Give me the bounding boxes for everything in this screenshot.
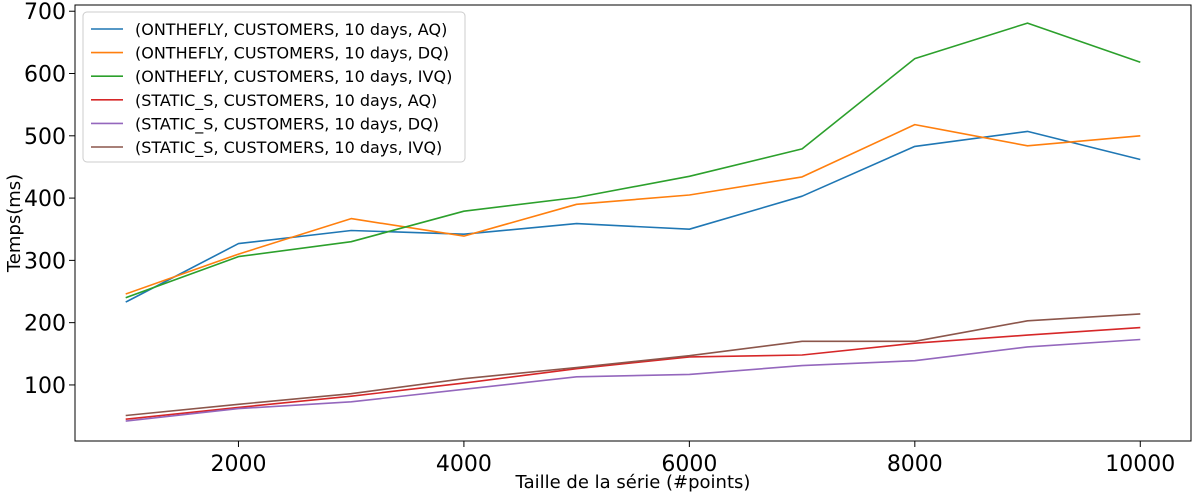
series-layer bbox=[125, 22, 1141, 422]
y-tick-label: 300 bbox=[24, 249, 66, 274]
x-tick-label: 2000 bbox=[210, 452, 266, 477]
legend-entry-label: (STATIC_S, CUSTOMERS, 10 days, DQ) bbox=[135, 114, 439, 134]
ticks-layer: 2000 4000 6000 8000 10000 100 200 300 400 500 600 7… bbox=[24, 0, 1175, 477]
series-line-6 bbox=[125, 313, 1141, 417]
x-axis-label: Taille de la série (#points) bbox=[515, 472, 751, 493]
y-tick-label: 200 bbox=[24, 312, 66, 337]
series-line-3 bbox=[125, 22, 1141, 299]
x-tick-label: 4000 bbox=[436, 452, 492, 477]
y-tick-label: 600 bbox=[24, 63, 66, 88]
series-line-4 bbox=[125, 326, 1141, 420]
legend-entry-label: (STATIC_S, CUSTOMERS, 10 days, IVQ) bbox=[135, 138, 442, 158]
legend-frame bbox=[82, 11, 466, 163]
y-tick-label: 500 bbox=[24, 125, 66, 150]
legend-entry-label: (ONTHEFLY, CUSTOMERS, 10 days, AQ) bbox=[135, 20, 447, 39]
legend-entry-label: (STATIC_S, CUSTOMERS, 10 days, AQ) bbox=[135, 91, 437, 111]
legend-entry-label: (ONTHEFLY, CUSTOMERS, 10 days, DQ) bbox=[135, 44, 449, 63]
x-tick-label: 8000 bbox=[887, 452, 943, 477]
legend: (ONTHEFLY, CUSTOMERS, 10 days, AQ) (ONTHE… bbox=[82, 11, 466, 163]
series-line-5 bbox=[125, 338, 1141, 422]
series-line-2 bbox=[125, 123, 1141, 295]
y-tick-label: 700 bbox=[24, 0, 66, 25]
y-tick-label: 400 bbox=[24, 187, 66, 212]
y-tick-label: 100 bbox=[24, 374, 66, 399]
y-axis-label: Temps(ms) bbox=[4, 174, 25, 273]
x-tick-label: 10000 bbox=[1105, 452, 1175, 477]
legend-entry-label: (ONTHEFLY, CUSTOMERS, 10 days, IVQ) bbox=[135, 67, 452, 86]
x-tick-label: 6000 bbox=[661, 452, 717, 477]
